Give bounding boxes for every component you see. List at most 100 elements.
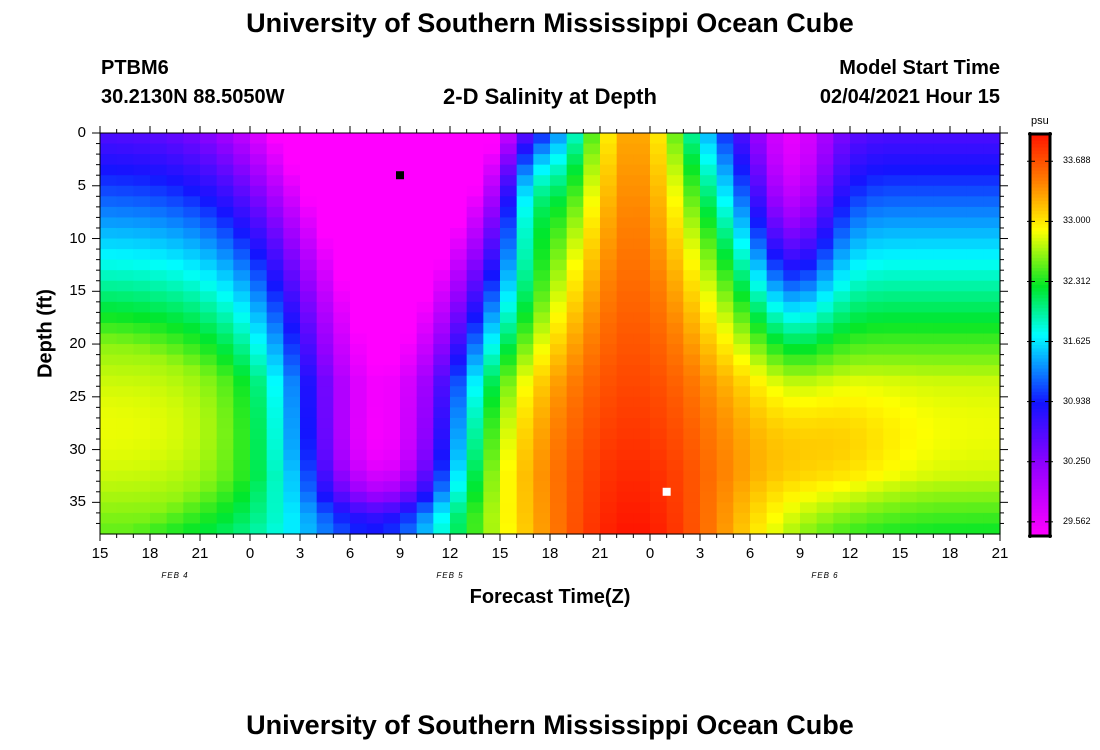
heatmap-cell: [950, 428, 968, 440]
heatmap-cell: [866, 502, 884, 514]
heatmap-cell: [616, 417, 634, 430]
colorbar-swatch: [1030, 244, 1050, 249]
heatmap-cell: [433, 428, 451, 440]
heatmap-cell: [300, 280, 318, 292]
heatmap-cell: [383, 396, 401, 408]
y-tick-label: 5: [77, 176, 86, 194]
heatmap-cell: [383, 196, 401, 208]
heatmap-cell: [133, 322, 151, 335]
heatmap-cell: [883, 164, 901, 176]
heatmap-cell: [433, 196, 451, 208]
heatmap-cell: [883, 238, 901, 250]
heatmap-cell: [933, 227, 951, 240]
heatmap-cell: [233, 523, 251, 535]
heatmap-cell: [866, 312, 884, 324]
heatmap-cell: [933, 512, 951, 525]
heatmap-cell: [716, 396, 734, 408]
heatmap-cell: [700, 354, 718, 366]
heatmap-cell: [850, 164, 868, 176]
heatmap-cell: [966, 185, 984, 197]
heatmap-cell: [466, 249, 484, 261]
heatmap-cell: [383, 460, 401, 472]
heatmap-cell: [500, 301, 518, 313]
heatmap-cell: [150, 439, 168, 451]
heatmap-cell: [650, 344, 668, 356]
heatmap-cell: [350, 206, 368, 219]
x-tick-label: 3: [695, 545, 705, 562]
heatmap-cell: [200, 407, 218, 419]
heatmap-cell: [850, 270, 868, 282]
heatmap-cell: [916, 280, 934, 292]
heatmap-cell: [583, 322, 601, 335]
heatmap-cell: [233, 428, 251, 440]
heatmap-cell: [783, 280, 801, 292]
heatmap-cell: [600, 280, 618, 292]
x-tick-label: 15: [891, 545, 909, 562]
heatmap-cell: [816, 227, 834, 240]
heatmap-cell: [633, 481, 651, 493]
heatmap-cell: [433, 344, 451, 356]
heatmap-cell: [333, 375, 351, 387]
heatmap-cell: [400, 175, 418, 187]
heatmap-cell: [816, 312, 834, 324]
heatmap-cell: [566, 428, 584, 440]
y-axis-label: Depth (ft): [34, 289, 57, 378]
heatmap-cell: [416, 312, 434, 324]
heatmap-cell: [433, 312, 451, 324]
heatmap-cell: [300, 460, 318, 472]
heatmap-cell: [600, 386, 618, 398]
heatmap-cell: [216, 354, 234, 366]
heatmap-cell: [383, 333, 401, 345]
heatmap-cell: [983, 175, 1001, 187]
heatmap-cell: [200, 428, 218, 440]
heatmap-cell: [800, 396, 818, 408]
heatmap-cell: [583, 481, 601, 493]
colorbar-swatch: [1030, 234, 1050, 239]
heatmap-cell: [950, 439, 968, 451]
heatmap-cell: [366, 481, 384, 493]
heatmap-cell: [383, 312, 401, 324]
heatmap-cell: [100, 133, 118, 145]
heatmap-cell: [183, 259, 201, 271]
heatmap-cell: [583, 375, 601, 387]
heatmap-cell: [250, 196, 268, 208]
heatmap-cell: [816, 133, 834, 145]
heatmap-cell: [250, 375, 268, 387]
heatmap-cell: [600, 259, 618, 271]
heatmap-cell: [483, 333, 501, 345]
colorbar-swatch: [1030, 381, 1050, 386]
heatmap-cell: [116, 154, 134, 166]
colorbar-swatch: [1030, 458, 1050, 463]
colorbar-swatch: [1030, 221, 1050, 226]
heatmap-cell: [166, 164, 184, 176]
heatmap-cell: [916, 523, 934, 535]
colorbar-swatch: [1030, 495, 1050, 500]
x-tick-label: 21: [591, 545, 609, 562]
heatmap-cell: [566, 449, 584, 461]
heatmap-cell: [700, 196, 718, 208]
heatmap-cell: [683, 333, 701, 345]
heatmap-cell: [433, 238, 451, 250]
heatmap-cell: [866, 238, 884, 250]
heatmap-cell: [900, 481, 918, 493]
heatmap-cell: [733, 439, 751, 451]
heatmap-cell: [683, 386, 701, 398]
heatmap-cell: [600, 481, 618, 493]
heatmap-cell: [983, 154, 1001, 166]
heatmap-cell: [816, 185, 834, 197]
heatmap-cell: [466, 428, 484, 440]
heatmap-cell: [250, 133, 268, 145]
heatmap-cell: [533, 417, 551, 430]
heatmap-cell: [400, 133, 418, 145]
heatmap-cell: [633, 217, 651, 229]
heatmap-cell: [866, 449, 884, 461]
heatmap-cell: [866, 523, 884, 535]
heatmap-cell: [816, 439, 834, 451]
heatmap-cell: [316, 175, 334, 187]
heatmap-cell: [200, 481, 218, 493]
heatmap-cell: [833, 291, 851, 303]
heatmap-cell: [233, 365, 251, 377]
heatmap-cell: [600, 523, 618, 535]
heatmap-cell: [366, 291, 384, 303]
heatmap-cell: [600, 196, 618, 208]
